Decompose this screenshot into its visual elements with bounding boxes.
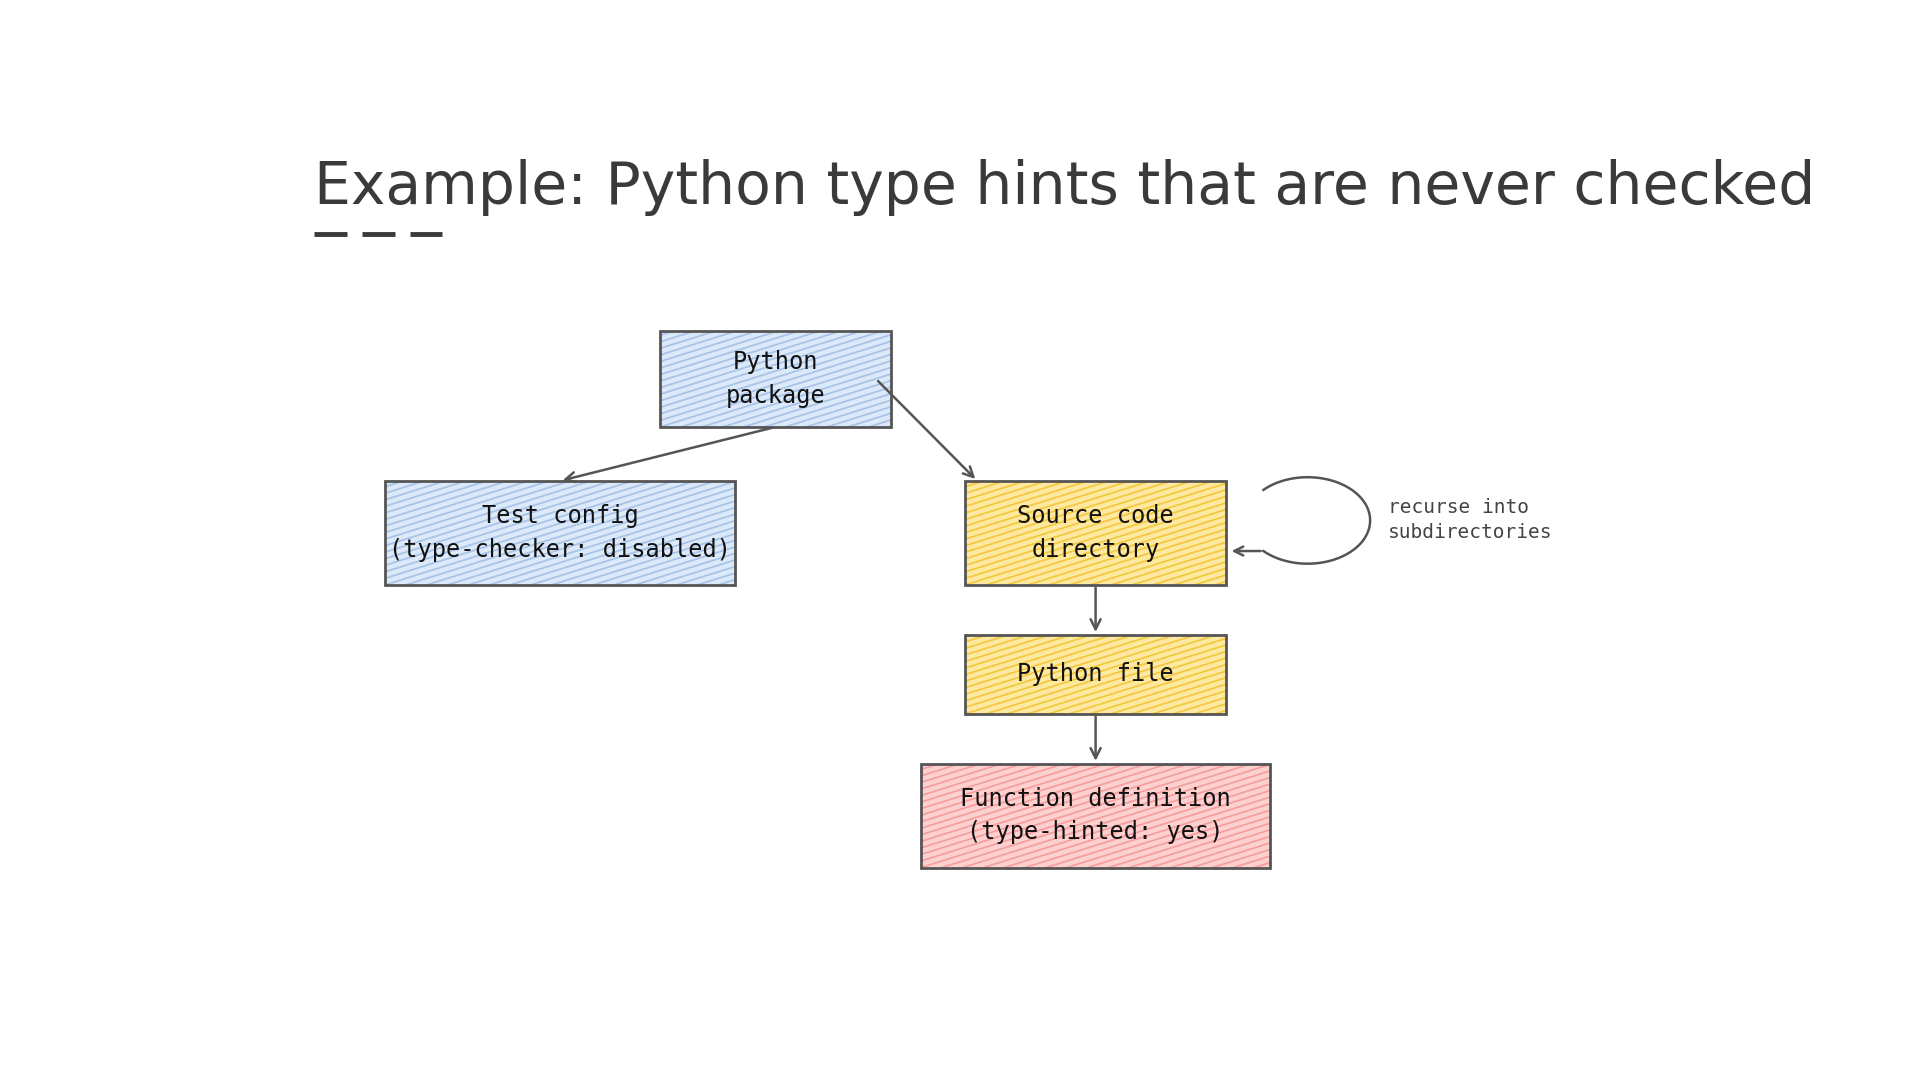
Text: Source code
directory: Source code directory: [1018, 504, 1173, 562]
Text: Function definition
(type-hinted: yes): Function definition (type-hinted: yes): [960, 787, 1231, 845]
Text: recurse into
subdirectories: recurse into subdirectories: [1388, 499, 1553, 542]
FancyBboxPatch shape: [922, 764, 1271, 867]
Text: Example: Python type hints that are never checked: Example: Python type hints that are neve…: [315, 159, 1816, 216]
FancyBboxPatch shape: [386, 481, 735, 585]
FancyBboxPatch shape: [660, 332, 891, 427]
Text: Test config
(type-checker: disabled): Test config (type-checker: disabled): [390, 504, 732, 562]
FancyBboxPatch shape: [966, 481, 1225, 585]
Text: Python file: Python file: [1018, 662, 1173, 686]
Text: Python
package: Python package: [726, 350, 826, 408]
FancyBboxPatch shape: [966, 635, 1225, 714]
